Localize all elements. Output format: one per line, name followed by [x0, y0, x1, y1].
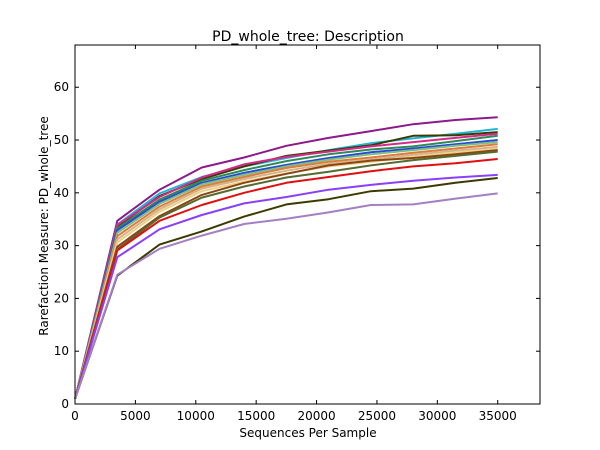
x-tick-label: 10000 — [177, 409, 215, 423]
x-tick-label: 5000 — [120, 409, 151, 423]
x-tick-label: 0 — [71, 409, 79, 423]
y-tick-label: 20 — [54, 291, 69, 305]
x-tick-label: 35000 — [479, 409, 517, 423]
series-line-4 — [74, 132, 498, 399]
y-tick-label: 0 — [61, 397, 69, 411]
x-tick-label: 15000 — [237, 409, 275, 423]
series-line-8 — [74, 143, 498, 399]
y-tick-label: 50 — [54, 133, 69, 147]
chart-title: PD_whole_tree: Description — [212, 29, 404, 45]
y-tick-label: 10 — [54, 344, 69, 358]
series-line-16 — [74, 192, 498, 400]
series-line-12 — [74, 150, 498, 399]
x-tick-label: 30000 — [418, 409, 456, 423]
series-line-5 — [74, 134, 498, 399]
series-line-1 — [74, 116, 498, 399]
y-tick-label: 60 — [54, 80, 69, 94]
tick-layer: 0 5000 10000 15000 20000 25000 30000 35000 0 10 20… — [54, 45, 540, 423]
series-line-15 — [74, 177, 498, 400]
series-line-2 — [74, 127, 498, 399]
y-tick-label: 40 — [54, 186, 69, 200]
y-axis-label: Rarefaction Measure: PD_whole_tree — [37, 116, 51, 335]
x-tick-label: 25000 — [358, 409, 396, 423]
series-layer — [74, 116, 498, 400]
series-line-7 — [74, 141, 498, 399]
series-line-6 — [74, 139, 498, 399]
x-axis-label: Sequences Per Sample — [239, 426, 376, 440]
series-line-13 — [74, 158, 498, 399]
plot-frame — [74, 44, 541, 405]
y-tick-label: 30 — [54, 239, 69, 253]
series-line-11 — [74, 149, 498, 399]
series-line-14 — [74, 173, 498, 399]
x-tick-label: 20000 — [297, 409, 335, 423]
series-line-9 — [74, 145, 498, 399]
